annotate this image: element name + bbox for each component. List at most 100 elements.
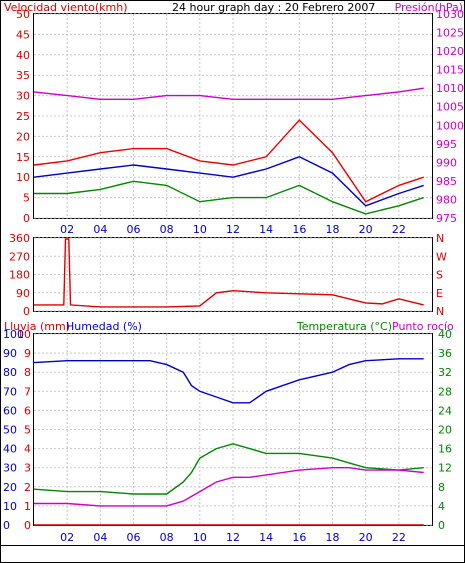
pressure-tick: 980	[436, 193, 457, 206]
humidity-tick: 20	[3, 481, 17, 494]
direction-degree-tick: 180	[9, 269, 30, 282]
pressure-tick: 1000	[436, 119, 464, 132]
x-tick-label: 04	[93, 223, 107, 236]
wind-speed-tick: 20	[16, 130, 30, 143]
x-tick-label: 16	[292, 223, 306, 236]
wind-direction-line	[34, 238, 424, 308]
x-tick-label: 02	[60, 223, 74, 236]
rain-tick: 0	[24, 519, 31, 532]
wind-gust-line	[33, 119, 424, 203]
x-tick-label: 16	[292, 531, 306, 544]
wind-speed-tick: 50	[16, 8, 30, 21]
humidity-tick: 10	[3, 500, 17, 513]
rain-tick: 3	[24, 462, 31, 475]
rain-tick: 7	[24, 385, 31, 398]
direction-degree-tick: 90	[16, 287, 30, 300]
temperature-line	[33, 443, 424, 495]
direction-compass-tick: N	[436, 305, 444, 318]
humidity-tick: 90	[3, 347, 17, 360]
temperature-tick: 4	[438, 500, 445, 513]
x-tick-label: 12	[226, 531, 240, 544]
dewpoint-line	[34, 467, 424, 507]
wind-speed-tick: 40	[16, 49, 30, 62]
x-tick-label: 22	[392, 531, 406, 544]
rain-tick: 10	[17, 328, 31, 341]
temperature-tick: 28	[438, 385, 452, 398]
pressure-tick: 1020	[436, 45, 464, 58]
dewpoint-axis-title: Punto rocío	[392, 320, 454, 333]
wind-direction-frame	[33, 237, 433, 312]
rain-tick: 8	[24, 366, 31, 379]
temperature-tick: 8	[438, 481, 445, 494]
tick-labels-layer: 0202040406060808101012121414161618182020…	[3, 8, 464, 544]
pressure-tick: 1015	[436, 64, 464, 77]
grid-layer	[34, 13, 432, 526]
humidity-tick: 30	[3, 462, 17, 475]
temperature-tick: 40	[438, 328, 452, 341]
rain-tick: 2	[24, 481, 31, 494]
x-tick-label: 14	[259, 531, 273, 544]
humidity-tick: 70	[3, 385, 17, 398]
pressure-tick: 995	[436, 138, 457, 151]
x-tick-label: 20	[359, 223, 373, 236]
pressure-tick: 1025	[436, 27, 464, 40]
wind-speed-tick: 15	[16, 151, 30, 164]
pressure-tick: 985	[436, 175, 457, 188]
x-tick-label: 14	[259, 223, 273, 236]
pressure-axis-title: Presión(hPa)	[395, 1, 463, 14]
direction-compass-tick: E	[436, 287, 443, 300]
direction-degree-tick: 360	[9, 232, 30, 245]
humidity-tick: 50	[3, 424, 17, 437]
direction-degree-tick: 270	[9, 250, 30, 263]
wind-average-line	[33, 156, 424, 207]
humidity-axis-title: Humedad (%)	[66, 320, 142, 333]
temperature-tick: 16	[438, 443, 452, 456]
direction-degree-tick: 0	[23, 305, 30, 318]
wind-speed-tick: 5	[23, 192, 30, 205]
temperature-tick: 32	[438, 366, 452, 379]
temperature-tick: 12	[438, 462, 452, 475]
temperature-tick: 24	[438, 404, 452, 417]
x-tick-label: 18	[326, 531, 340, 544]
x-tick-label: 08	[160, 223, 174, 236]
wind-pressure-frame	[33, 13, 433, 219]
x-tick-label: 02	[60, 531, 74, 544]
humidity-tick: 80	[3, 366, 17, 379]
pressure-tick: 1010	[436, 82, 464, 95]
humidity-tick: 100	[3, 328, 24, 341]
pressure-tick: 990	[436, 156, 457, 169]
x-tick-label: 04	[93, 531, 107, 544]
rain-tick: 1	[24, 500, 31, 513]
x-tick-label: 12	[226, 223, 240, 236]
chart-title: 24 hour graph day : 20 Febrero 2007	[172, 1, 375, 14]
temperature-tick: 36	[438, 347, 452, 360]
humidity-tick: 40	[3, 443, 17, 456]
pressure-tick: 975	[436, 212, 457, 225]
wind-speed-tick: 30	[16, 90, 30, 103]
wind-speed-tick: 0	[23, 212, 30, 225]
temperature-tick: 0	[438, 519, 445, 532]
rain-tick: 5	[24, 424, 31, 437]
temperature-tick: 20	[438, 424, 452, 437]
x-tick-label: 18	[326, 223, 340, 236]
temperature-axis-title: Temperatura (°C)	[296, 320, 392, 333]
wind-speed-tick: 35	[16, 69, 30, 82]
series-layer	[33, 87, 424, 526]
rain-tick: 4	[24, 443, 31, 456]
rain-axis-title: Lluvia (mm)	[4, 320, 70, 333]
x-tick-label: 06	[127, 531, 141, 544]
x-tick-label: 06	[127, 223, 141, 236]
humidity-line	[33, 358, 424, 404]
x-tick-label: 10	[193, 531, 207, 544]
rain-tick: 9	[24, 347, 31, 360]
wind-speed-tick: 25	[16, 110, 30, 123]
wind-speed-tick: 10	[16, 171, 30, 184]
x-tick-label: 08	[160, 531, 174, 544]
humidity-tick: 60	[3, 404, 17, 417]
direction-compass-tick: S	[436, 269, 443, 282]
direction-compass-tick: W	[436, 250, 447, 263]
x-tick-label: 20	[359, 531, 373, 544]
pressure-line	[33, 87, 424, 101]
